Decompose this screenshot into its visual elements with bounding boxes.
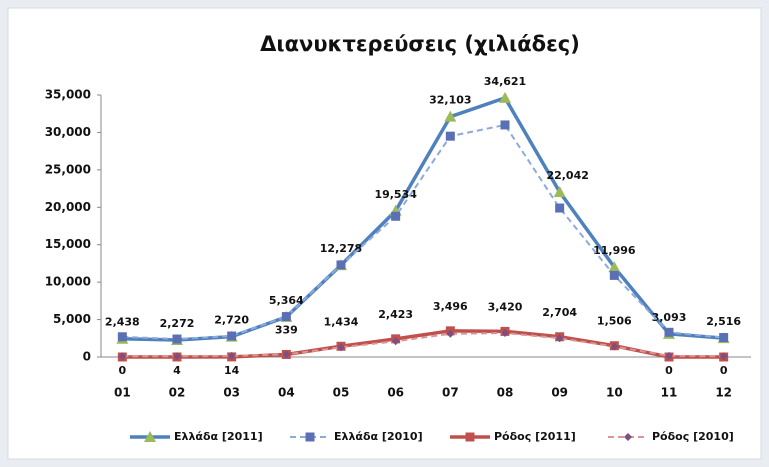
y-tick-label: 25,000 bbox=[45, 162, 91, 176]
data-point bbox=[337, 343, 345, 352]
legend-label: Ελλάδα [2011] bbox=[174, 430, 263, 443]
data-point bbox=[391, 211, 401, 221]
x-tick-label: 09 bbox=[551, 386, 568, 400]
data-point bbox=[227, 351, 236, 360]
data-point bbox=[281, 312, 291, 322]
data-label: 2,272 bbox=[160, 317, 195, 330]
data-point bbox=[608, 261, 621, 273]
legend-marker bbox=[305, 432, 315, 442]
x-tick-label: 04 bbox=[278, 386, 295, 400]
x-tick-label: 05 bbox=[333, 386, 350, 400]
data-label: 0 bbox=[665, 364, 673, 377]
data-point bbox=[444, 110, 457, 122]
data-point bbox=[117, 332, 127, 342]
data-point bbox=[282, 350, 291, 359]
y-tick-label: 30,000 bbox=[45, 125, 91, 139]
data-label: 0 bbox=[119, 364, 127, 377]
data-label: 2,516 bbox=[706, 315, 741, 328]
data-label: 1,506 bbox=[597, 315, 632, 328]
x-tick-label: 08 bbox=[497, 386, 514, 400]
data-point bbox=[501, 329, 509, 338]
x-tick-label: 01 bbox=[114, 386, 131, 400]
data-label: 3,496 bbox=[433, 300, 468, 313]
data-label: 14 bbox=[224, 364, 240, 377]
x-tick-label: 10 bbox=[606, 386, 623, 400]
chart-title: Διανυκτερεύσεις (χιλιάδες) bbox=[260, 32, 580, 56]
data-point bbox=[610, 342, 619, 351]
data-point bbox=[446, 329, 455, 338]
data-point bbox=[719, 352, 728, 361]
legend-marker bbox=[465, 432, 475, 442]
data-label: 3,093 bbox=[652, 311, 687, 324]
data-label: 19,534 bbox=[374, 188, 417, 201]
legend-label: Ελλάδα [2010] bbox=[334, 430, 423, 443]
legend-label: Ρόδος [2010] bbox=[652, 430, 734, 443]
y-tick-label: 35,000 bbox=[45, 88, 91, 102]
data-point bbox=[227, 331, 237, 341]
data-point bbox=[391, 337, 400, 346]
chart-area bbox=[7, 7, 762, 460]
data-point bbox=[499, 91, 511, 103]
data-point bbox=[118, 352, 127, 361]
data-label: 11,996 bbox=[593, 244, 636, 257]
y-tick-label: 10,000 bbox=[45, 275, 91, 289]
data-label: 0 bbox=[720, 364, 728, 377]
data-label: 32,103 bbox=[429, 94, 471, 107]
data-point bbox=[172, 334, 182, 344]
y-tick-label: 5,000 bbox=[53, 312, 91, 326]
y-tick-label: 15,000 bbox=[45, 237, 91, 251]
data-point bbox=[664, 327, 674, 337]
data-label: 34,621 bbox=[484, 75, 526, 88]
x-tick-label: 02 bbox=[169, 386, 186, 400]
x-tick-label: 07 bbox=[442, 386, 459, 400]
data-point bbox=[500, 120, 510, 130]
x-tick-label: 12 bbox=[715, 386, 732, 400]
data-point bbox=[609, 270, 619, 280]
y-tick-label: 0 bbox=[83, 350, 91, 364]
data-point bbox=[553, 185, 566, 197]
data-label: 1,434 bbox=[324, 315, 359, 328]
legend-marker bbox=[144, 431, 156, 442]
data-label: 12,278 bbox=[320, 242, 362, 255]
x-tick-label: 03 bbox=[223, 386, 240, 400]
data-point bbox=[555, 203, 565, 213]
y-tick-label: 20,000 bbox=[45, 200, 91, 214]
data-label: 2,423 bbox=[378, 308, 413, 321]
x-tick-label: 06 bbox=[387, 386, 404, 400]
data-label: 4 bbox=[173, 364, 181, 377]
series-line bbox=[122, 332, 724, 358]
x-tick-label: 11 bbox=[661, 386, 678, 400]
data-point bbox=[336, 260, 346, 270]
data-point bbox=[445, 131, 455, 141]
data-label: 2,704 bbox=[542, 306, 577, 319]
data-label: 5,364 bbox=[269, 294, 304, 307]
data-label: 339 bbox=[275, 323, 298, 336]
data-point bbox=[719, 333, 729, 343]
data-label: 3,420 bbox=[488, 300, 523, 313]
data-point bbox=[665, 351, 673, 360]
data-label: 22,042 bbox=[546, 169, 588, 182]
data-label: 2,438 bbox=[105, 316, 140, 329]
data-point bbox=[555, 334, 564, 343]
legend-label: Ρόδος [2011] bbox=[494, 430, 576, 443]
data-point bbox=[173, 352, 181, 361]
series-line bbox=[122, 123, 724, 341]
data-label: 2,720 bbox=[214, 314, 249, 327]
legend-marker bbox=[624, 433, 632, 441]
